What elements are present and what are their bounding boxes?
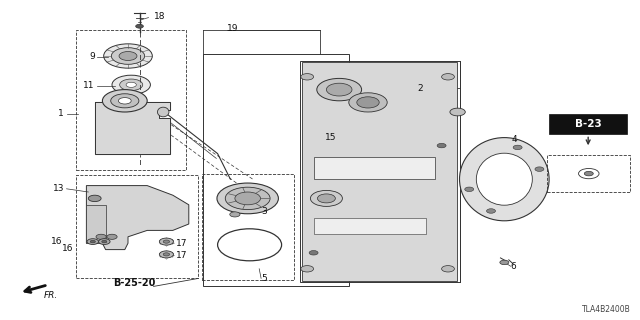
Text: 2: 2 bbox=[417, 84, 423, 92]
Circle shape bbox=[326, 83, 352, 96]
Circle shape bbox=[500, 260, 509, 265]
Circle shape bbox=[235, 192, 260, 205]
Ellipse shape bbox=[357, 97, 380, 108]
Circle shape bbox=[96, 234, 106, 239]
Circle shape bbox=[118, 98, 131, 104]
Circle shape bbox=[309, 251, 318, 255]
Bar bbox=[314, 157, 435, 179]
Text: 16: 16 bbox=[51, 237, 63, 246]
Text: B-25-20: B-25-20 bbox=[113, 278, 156, 288]
Circle shape bbox=[104, 44, 152, 68]
Circle shape bbox=[126, 82, 136, 87]
Text: 6: 6 bbox=[511, 262, 516, 271]
Text: FR.: FR. bbox=[44, 291, 58, 300]
Bar bbox=[314, 218, 426, 234]
Circle shape bbox=[136, 24, 143, 28]
Circle shape bbox=[486, 209, 495, 213]
Text: B-23: B-23 bbox=[575, 119, 602, 129]
Circle shape bbox=[442, 266, 454, 272]
Bar bbox=[549, 114, 627, 134]
Circle shape bbox=[317, 78, 362, 101]
Circle shape bbox=[159, 238, 173, 245]
Text: 17: 17 bbox=[176, 239, 188, 248]
Text: TLA4B2400B: TLA4B2400B bbox=[582, 305, 630, 314]
Circle shape bbox=[159, 251, 173, 258]
Text: 18: 18 bbox=[154, 12, 165, 21]
Circle shape bbox=[317, 194, 335, 203]
Ellipse shape bbox=[157, 107, 169, 117]
Circle shape bbox=[163, 253, 170, 256]
Text: 11: 11 bbox=[83, 81, 95, 90]
Text: 3: 3 bbox=[261, 207, 267, 216]
Circle shape bbox=[450, 108, 465, 116]
Circle shape bbox=[111, 48, 145, 64]
Circle shape bbox=[437, 143, 446, 148]
Bar bbox=[202, 174, 294, 280]
Circle shape bbox=[301, 266, 314, 272]
Bar bbox=[203, 54, 349, 286]
Polygon shape bbox=[95, 102, 170, 154]
Circle shape bbox=[535, 167, 544, 171]
Circle shape bbox=[442, 74, 454, 80]
Circle shape bbox=[102, 90, 147, 112]
Text: 5: 5 bbox=[261, 274, 267, 283]
Circle shape bbox=[88, 195, 101, 202]
Circle shape bbox=[112, 75, 150, 94]
Circle shape bbox=[120, 79, 143, 91]
Circle shape bbox=[310, 190, 342, 206]
Text: 9: 9 bbox=[89, 52, 95, 61]
Circle shape bbox=[513, 145, 522, 150]
Circle shape bbox=[301, 74, 314, 80]
Ellipse shape bbox=[476, 153, 532, 205]
Polygon shape bbox=[86, 205, 106, 243]
Bar bbox=[76, 175, 198, 278]
Text: 1: 1 bbox=[58, 109, 64, 118]
Circle shape bbox=[584, 172, 593, 176]
Circle shape bbox=[111, 94, 139, 108]
Circle shape bbox=[225, 187, 270, 210]
Bar bbox=[76, 30, 186, 170]
Circle shape bbox=[163, 240, 170, 243]
Ellipse shape bbox=[349, 93, 387, 112]
Circle shape bbox=[465, 187, 474, 192]
Text: 19: 19 bbox=[227, 24, 239, 33]
Circle shape bbox=[99, 239, 110, 244]
Circle shape bbox=[107, 234, 117, 239]
Text: 17: 17 bbox=[176, 251, 188, 260]
Ellipse shape bbox=[460, 138, 549, 221]
Circle shape bbox=[217, 183, 278, 214]
Bar bbox=[300, 61, 460, 282]
Text: 13: 13 bbox=[52, 184, 64, 193]
Bar bbox=[547, 155, 630, 192]
Circle shape bbox=[87, 239, 99, 244]
Polygon shape bbox=[86, 186, 189, 250]
Circle shape bbox=[102, 240, 107, 243]
Bar bbox=[302, 62, 457, 281]
Circle shape bbox=[230, 212, 240, 217]
Circle shape bbox=[119, 52, 137, 60]
Text: 16: 16 bbox=[62, 244, 74, 253]
Text: 15: 15 bbox=[325, 133, 337, 142]
Text: 4: 4 bbox=[512, 135, 518, 144]
Circle shape bbox=[90, 240, 95, 243]
